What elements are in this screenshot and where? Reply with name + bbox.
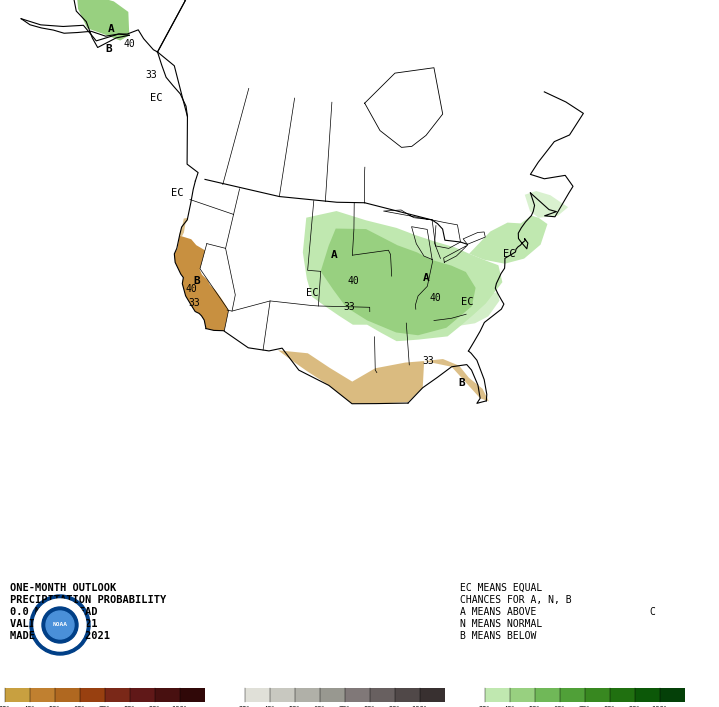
- Bar: [345, 688, 370, 702]
- Text: 33: 33: [344, 303, 355, 312]
- Text: EC: EC: [462, 298, 474, 308]
- Text: 100%: 100%: [172, 706, 188, 707]
- Text: CHANCES FOR A, N, B: CHANCES FOR A, N, B: [460, 595, 572, 605]
- Bar: [485, 688, 510, 702]
- Text: 40: 40: [185, 284, 197, 294]
- Text: N MEANS NORMAL: N MEANS NORMAL: [460, 619, 542, 629]
- Circle shape: [46, 611, 74, 639]
- Text: 33%: 33%: [479, 706, 491, 707]
- Bar: [270, 688, 295, 702]
- Text: B: B: [458, 378, 465, 388]
- Polygon shape: [470, 216, 547, 264]
- Bar: [610, 688, 635, 702]
- Bar: [55, 688, 80, 702]
- Circle shape: [30, 595, 90, 655]
- Text: MADE 31 JAN 2021: MADE 31 JAN 2021: [10, 631, 110, 641]
- Text: 100%: 100%: [411, 706, 429, 707]
- Text: 50%: 50%: [528, 706, 541, 707]
- Text: 33%: 33%: [239, 706, 252, 707]
- Text: 40: 40: [430, 293, 441, 303]
- Polygon shape: [77, 0, 129, 40]
- Text: A: A: [331, 250, 338, 259]
- Bar: [180, 688, 205, 702]
- Bar: [295, 688, 320, 702]
- Polygon shape: [321, 228, 475, 335]
- Text: B MEANS BELOW: B MEANS BELOW: [460, 631, 536, 641]
- Bar: [420, 688, 445, 702]
- Text: 80%: 80%: [124, 706, 137, 707]
- Bar: [660, 688, 685, 702]
- Text: EC: EC: [170, 188, 183, 198]
- Text: 40%: 40%: [264, 706, 276, 707]
- Bar: [320, 688, 345, 702]
- Text: 33%: 33%: [0, 706, 12, 707]
- Text: 33: 33: [188, 298, 201, 308]
- Text: EC: EC: [150, 93, 162, 103]
- Text: 40: 40: [347, 276, 360, 286]
- Text: 50%: 50%: [49, 706, 61, 707]
- Text: EC: EC: [503, 249, 516, 259]
- Bar: [560, 688, 585, 702]
- Text: 100%: 100%: [651, 706, 669, 707]
- Text: 0.0 MONTH LEAD: 0.0 MONTH LEAD: [10, 607, 98, 617]
- Bar: [585, 688, 610, 702]
- Text: 40%: 40%: [503, 706, 516, 707]
- Text: B: B: [105, 45, 112, 54]
- Text: C: C: [649, 607, 655, 617]
- Text: EC MEANS EQUAL: EC MEANS EQUAL: [460, 583, 542, 593]
- Text: 70%: 70%: [579, 706, 591, 707]
- Text: 60%: 60%: [554, 706, 567, 707]
- Polygon shape: [424, 359, 489, 402]
- Polygon shape: [179, 218, 188, 236]
- Text: NOAA: NOAA: [52, 622, 68, 628]
- Text: 33: 33: [145, 70, 157, 80]
- Bar: [155, 688, 180, 702]
- Text: 70%: 70%: [339, 706, 352, 707]
- Text: ONE-MONTH OUTLOOK: ONE-MONTH OUTLOOK: [10, 583, 116, 593]
- Polygon shape: [525, 191, 568, 218]
- Text: 70%: 70%: [99, 706, 111, 707]
- Bar: [0, 575, 719, 707]
- Bar: [80, 688, 105, 702]
- Text: 60%: 60%: [73, 706, 86, 707]
- Text: A: A: [108, 23, 114, 34]
- Text: 80%: 80%: [364, 706, 376, 707]
- Text: 80%: 80%: [604, 706, 616, 707]
- Polygon shape: [446, 292, 500, 328]
- Text: 33: 33: [422, 356, 434, 366]
- Polygon shape: [303, 211, 503, 341]
- Bar: [130, 688, 155, 702]
- Text: 90%: 90%: [628, 706, 641, 707]
- Text: A: A: [423, 273, 430, 283]
- Bar: [635, 688, 660, 702]
- Bar: [245, 688, 270, 702]
- Text: 60%: 60%: [313, 706, 326, 707]
- Circle shape: [42, 607, 78, 643]
- Text: 90%: 90%: [389, 706, 401, 707]
- Text: 40%: 40%: [24, 706, 37, 707]
- Bar: [510, 688, 535, 702]
- Bar: [395, 688, 420, 702]
- Text: B: B: [193, 276, 200, 286]
- Text: 90%: 90%: [149, 706, 161, 707]
- Bar: [30, 688, 55, 702]
- Text: PRECIPITATION PROBABILITY: PRECIPITATION PROBABILITY: [10, 595, 166, 605]
- Bar: [105, 688, 130, 702]
- Text: A MEANS ABOVE: A MEANS ABOVE: [460, 607, 536, 617]
- Text: 40: 40: [124, 39, 135, 49]
- Circle shape: [34, 599, 86, 651]
- Text: VALID FEB 2021: VALID FEB 2021: [10, 619, 98, 629]
- Bar: [5, 688, 30, 702]
- Text: EC: EC: [306, 288, 319, 298]
- Text: 50%: 50%: [288, 706, 301, 707]
- Polygon shape: [174, 235, 229, 331]
- Polygon shape: [278, 350, 424, 404]
- Bar: [370, 688, 395, 702]
- Bar: [535, 688, 560, 702]
